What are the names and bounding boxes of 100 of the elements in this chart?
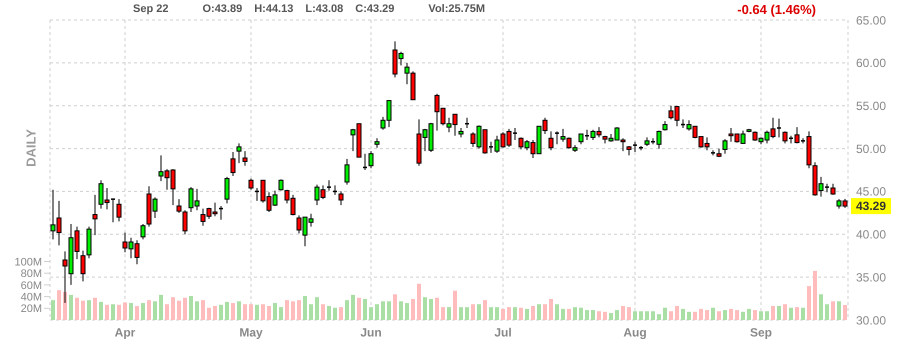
candlestick: [465, 117, 469, 128]
bar: [627, 307, 631, 320]
bar: [315, 297, 319, 320]
bar: [597, 311, 601, 320]
text: C:43.29: [355, 3, 394, 15]
bar: [369, 307, 373, 320]
candlestick: [626, 146, 632, 156]
bar: [735, 310, 739, 320]
bar: [483, 300, 487, 320]
bar: [213, 306, 217, 320]
bar: [609, 312, 613, 320]
bar: [327, 306, 331, 320]
text: Vol:25.75M: [428, 3, 486, 15]
bar: [417, 284, 421, 320]
bar: [243, 304, 247, 320]
text: H:44.13: [254, 3, 294, 15]
bar: [177, 300, 181, 320]
candlestick: [140, 224, 146, 240]
bar: [717, 311, 721, 320]
bar: [141, 303, 145, 320]
bar: [297, 300, 301, 320]
bar: [183, 298, 187, 320]
bar: [135, 306, 139, 320]
bar: [105, 304, 109, 320]
bar: [771, 306, 775, 320]
x-tick-label: Aug: [623, 326, 647, 340]
y2-tick-label: 80M: [20, 268, 42, 280]
bar: [567, 308, 571, 320]
bar: [405, 303, 409, 320]
bar: [309, 304, 313, 320]
bar: [813, 270, 817, 320]
bar: [501, 308, 505, 320]
candlestick: [236, 142, 242, 164]
bar: [777, 306, 781, 320]
candlestick: [333, 184, 337, 196]
bar: [321, 304, 325, 320]
candlestick: [278, 178, 284, 192]
bar: [555, 304, 559, 320]
candlestick: [633, 141, 637, 152]
bar: [495, 307, 499, 320]
bar: [249, 304, 253, 320]
bar: [639, 311, 643, 320]
bar: [69, 294, 73, 320]
bar: [645, 311, 649, 320]
y-tick-label: 55.00: [856, 98, 886, 113]
x-tick-label: Jun: [360, 326, 382, 340]
bar: [303, 296, 307, 320]
candlestick: [722, 138, 728, 154]
bar: [291, 301, 295, 320]
x-tick-label: Jul: [494, 326, 512, 340]
bar: [237, 301, 241, 320]
bar: [753, 310, 757, 320]
bar: [819, 294, 823, 320]
candlestick: [176, 198, 182, 214]
bar: [453, 290, 457, 320]
bar: [279, 307, 283, 320]
candlestick: [344, 158, 350, 186]
bar: [381, 301, 385, 320]
bar: [399, 301, 403, 320]
bar: [615, 310, 619, 320]
bar: [537, 304, 541, 320]
bar: [273, 303, 277, 320]
candlestick: [662, 120, 668, 132]
y2-tick-label: 60M: [20, 280, 42, 292]
bar: [363, 298, 367, 320]
y-tick-label: 60.00: [856, 56, 886, 70]
bar: [519, 308, 523, 320]
bar: [159, 294, 163, 320]
bar: [729, 308, 733, 320]
bar: [51, 300, 55, 320]
bar: [117, 304, 121, 320]
bar: [129, 303, 133, 320]
candlestick: [374, 138, 380, 148]
y-tick-label: 65.00: [856, 13, 886, 28]
bar: [171, 297, 175, 320]
bar: [465, 307, 469, 320]
bar: [75, 298, 79, 320]
bar: [675, 306, 679, 320]
bar: [561, 308, 565, 320]
bar: [651, 311, 655, 320]
bar: [705, 310, 709, 320]
bar: [633, 311, 637, 320]
bar: [123, 302, 127, 320]
bar: [843, 304, 847, 320]
y2-tick-label: 100M: [14, 256, 42, 268]
bar: [837, 301, 841, 320]
bar: [507, 307, 511, 320]
bar: [375, 304, 379, 320]
candlestick: [224, 176, 230, 204]
bar: [231, 303, 235, 320]
y-tick-label: 45.00: [856, 184, 886, 199]
bar: [723, 310, 727, 320]
candlestick: [248, 178, 254, 190]
bar: [471, 304, 475, 320]
bar: [621, 306, 625, 320]
candlestick: [458, 128, 464, 138]
bar: [579, 308, 583, 320]
bar: [747, 308, 751, 320]
bar: [681, 308, 685, 320]
candlestick: [242, 150, 248, 166]
